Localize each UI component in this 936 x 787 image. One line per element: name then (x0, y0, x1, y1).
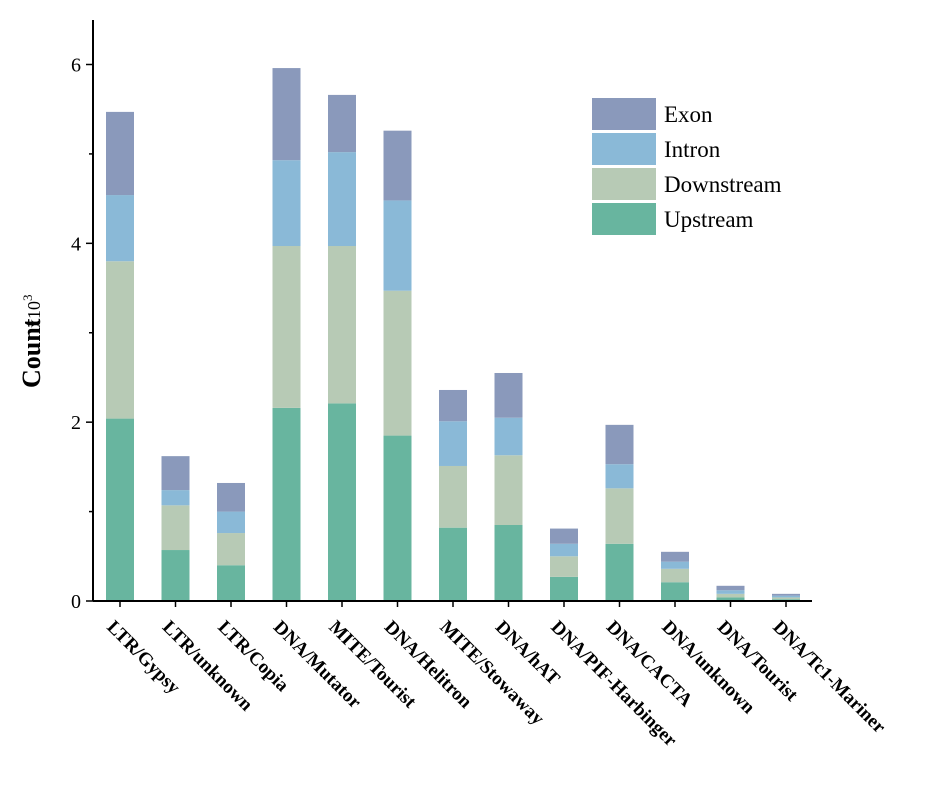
axes-layer: LTR/GypsyLTR/unknownLTR/CopiaDNA/Mutator… (71, 20, 890, 751)
bar-ltr-unknown-downstream (161, 505, 190, 551)
bar-ltr-gypsy-intron (106, 195, 134, 262)
bar-ltr-gypsy-downstream (106, 261, 134, 419)
bar-dna-unknown-upstream (661, 582, 689, 601)
bar-dna-pif-harbinger-upstream (550, 576, 578, 601)
bar-dna-tourist-exon (716, 585, 745, 591)
bar-mite-tourist-upstream (328, 403, 356, 601)
bar-mite-tourist-intron (328, 152, 356, 247)
bar-mite-tourist-exon (328, 94, 356, 153)
bar-dna-pif-harbinger-exon (550, 528, 578, 544)
bar-ltr-copia-downstream (217, 533, 245, 566)
bar-dna-helitron-exon (383, 130, 412, 201)
legend-label-upstream: Upstream (664, 207, 754, 232)
y-axis-unit-exponent: 3 (20, 295, 35, 302)
legend-label-downstream: Downstream (664, 172, 782, 197)
bar-dna-hat-downstream (494, 455, 523, 525)
bar-dna-helitron-downstream (383, 290, 412, 436)
bar-dna-pif-harbinger-intron (550, 543, 578, 557)
bar-ltr-unknown-exon (161, 456, 190, 491)
bar-dna-cacta-downstream (605, 488, 634, 544)
bar-mite-stowaway-upstream (439, 527, 467, 601)
bar-dna-cacta-intron (605, 464, 634, 489)
bar-dna-cacta-exon (605, 424, 634, 465)
y-axis-unit: x103 (20, 295, 44, 329)
bar-dna-unknown-downstream (661, 568, 689, 583)
legend-swatch-intron (592, 133, 656, 165)
y-tick-label-2: 2 (71, 412, 81, 434)
bar-ltr-unknown-intron (161, 490, 190, 506)
bar-ltr-copia-intron (217, 511, 245, 534)
bar-dna-tourist-upstream (716, 597, 745, 601)
bar-dna-unknown-intron (661, 561, 689, 569)
legend-label-intron: Intron (664, 137, 721, 162)
bar-ltr-copia-exon (217, 482, 245, 512)
bar-ltr-copia-upstream (217, 565, 245, 601)
bar-dna-helitron-upstream (383, 435, 412, 601)
bar-dna-helitron-intron (383, 200, 412, 291)
bar-dna-tc1-mariner-downstream (772, 597, 800, 600)
bar-ltr-unknown-upstream (161, 550, 190, 601)
bar-mite-stowaway-intron (439, 421, 467, 466)
bar-dna-tc1-mariner-exon (772, 593, 800, 596)
legend-label-exon: Exon (664, 102, 713, 127)
y-axis-title: Count x103 (17, 295, 46, 389)
y-tick-label-6: 6 (71, 55, 81, 77)
bar-dna-tourist-downstream (716, 593, 745, 598)
bar-dna-tc1-mariner-intron (772, 595, 800, 598)
bar-mite-stowaway-downstream (439, 465, 467, 528)
y-tick-label-4: 4 (71, 233, 81, 255)
bar-dna-hat-upstream (494, 524, 523, 601)
bar-dna-pif-harbinger-downstream (550, 556, 578, 577)
bar-dna-unknown-exon (661, 551, 689, 562)
bar-mite-tourist-downstream (328, 246, 356, 404)
bar-dna-mutator-downstream (272, 246, 301, 408)
bar-dna-hat-intron (494, 417, 523, 456)
y-axis-label: Count (17, 318, 46, 388)
bars-layer (106, 68, 800, 601)
legend-swatch-upstream (592, 203, 656, 235)
bar-ltr-gypsy-upstream (106, 418, 134, 601)
bar-dna-cacta-upstream (605, 543, 634, 601)
legend-swatch-downstream (592, 168, 656, 200)
bar-dna-hat-exon (494, 372, 523, 418)
bar-ltr-gypsy-exon (106, 111, 134, 196)
bar-dna-tourist-intron (716, 590, 745, 594)
y-axis-unit-base: x10 (24, 301, 44, 328)
bar-dna-mutator-exon (272, 68, 301, 161)
bar-mite-stowaway-exon (439, 389, 467, 422)
bar-dna-mutator-intron (272, 160, 301, 247)
legend: Exon Intron Downstream Upstream (592, 98, 782, 235)
bar-dna-mutator-upstream (272, 407, 301, 601)
legend-swatch-exon (592, 98, 656, 130)
y-tick-label-0: 0 (71, 591, 81, 613)
